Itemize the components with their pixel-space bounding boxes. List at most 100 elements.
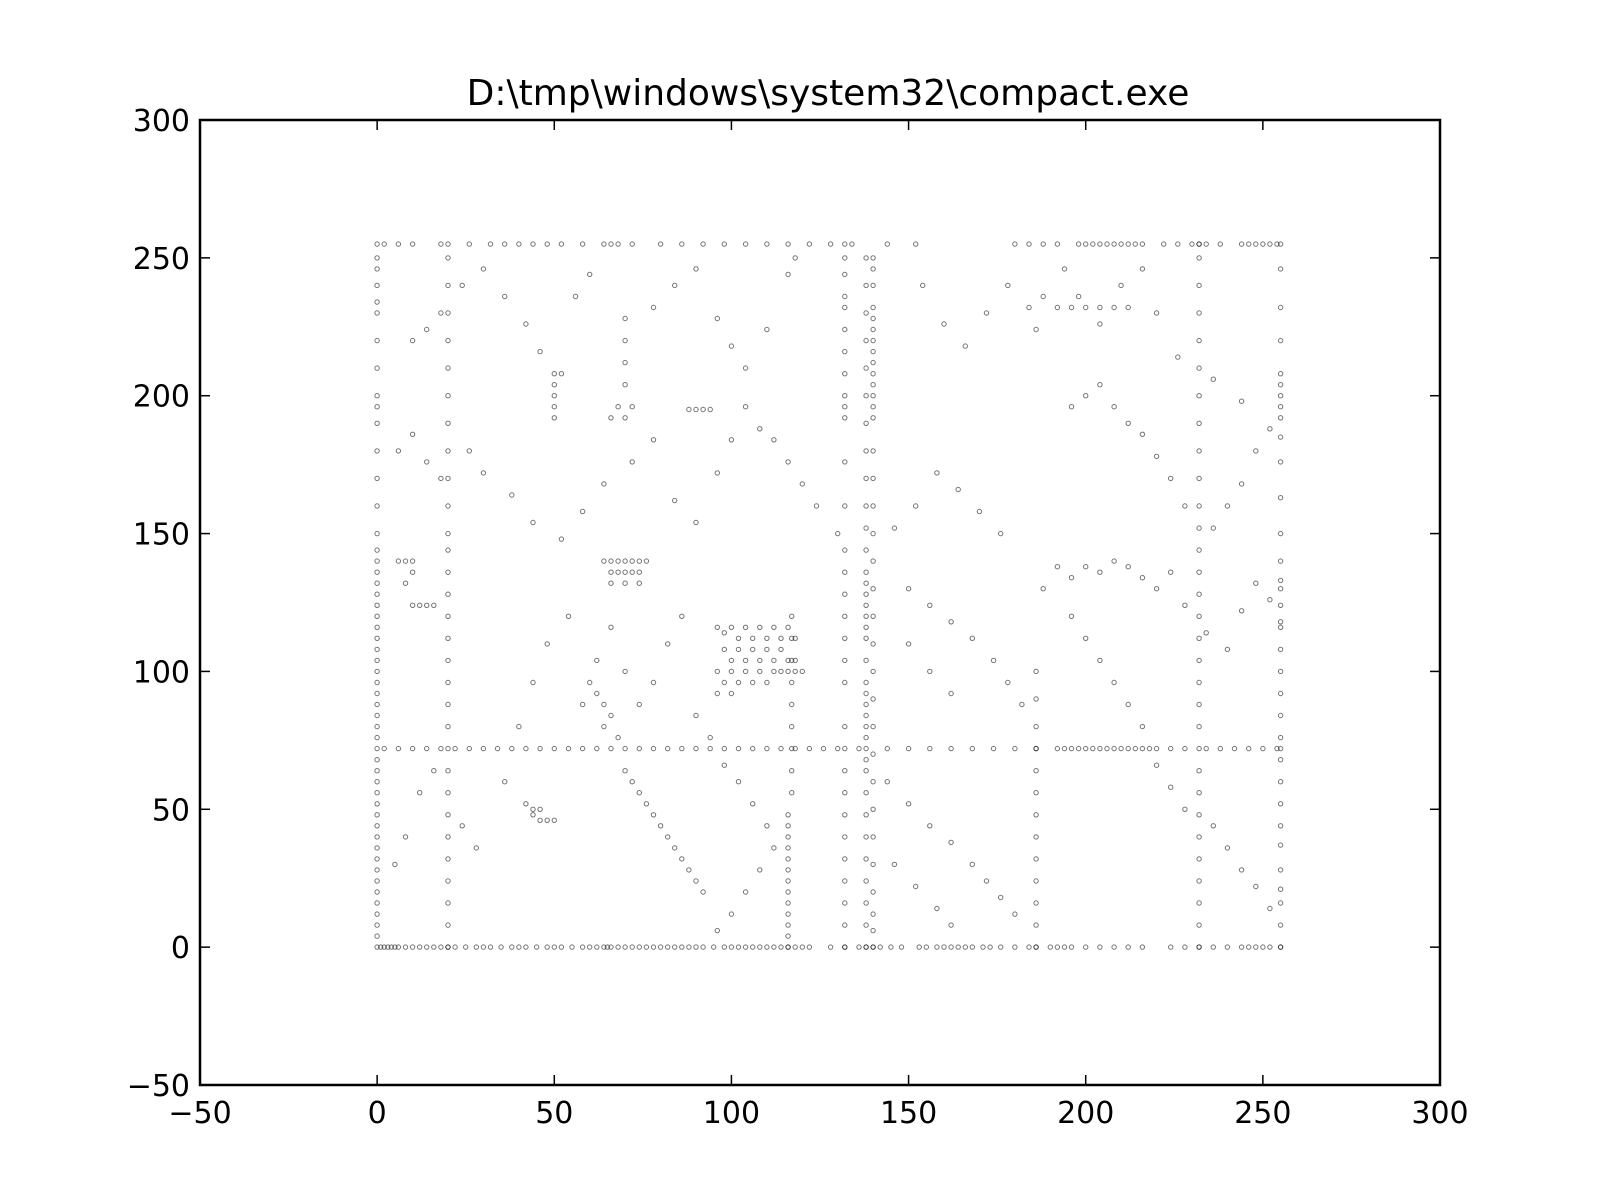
data-point bbox=[742, 668, 749, 675]
data-point bbox=[1277, 842, 1284, 848]
data-point bbox=[799, 944, 805, 950]
data-point bbox=[1068, 404, 1075, 410]
data-point bbox=[955, 486, 961, 493]
data-point bbox=[764, 823, 770, 829]
data-point bbox=[923, 944, 929, 950]
data-point bbox=[1125, 745, 1131, 752]
data-point bbox=[1097, 569, 1103, 575]
data-point bbox=[863, 834, 869, 840]
data-point bbox=[870, 304, 876, 311]
data-point bbox=[842, 878, 848, 884]
data-point bbox=[544, 944, 550, 950]
x-axis: −50 0 50 100 150 200 250 300 bbox=[168, 120, 1469, 1131]
data-point bbox=[764, 635, 770, 641]
data-point bbox=[445, 878, 451, 884]
data-point bbox=[551, 745, 557, 752]
data-point bbox=[494, 745, 501, 752]
data-point bbox=[785, 922, 791, 928]
data-point bbox=[927, 745, 933, 752]
data-point bbox=[1267, 241, 1273, 247]
x-tick-label: 250 bbox=[1234, 1096, 1291, 1131]
data-point bbox=[693, 406, 699, 413]
data-point bbox=[569, 944, 575, 950]
data-point bbox=[700, 241, 706, 247]
data-point bbox=[1196, 790, 1202, 796]
data-point bbox=[870, 530, 876, 537]
data-point bbox=[920, 282, 926, 289]
data-point bbox=[1097, 304, 1103, 311]
data-point bbox=[799, 481, 805, 487]
data-point bbox=[1111, 944, 1117, 950]
data-point bbox=[424, 602, 430, 608]
data-point bbox=[374, 255, 380, 261]
data-point bbox=[785, 271, 791, 278]
data-point bbox=[757, 657, 763, 664]
data-point bbox=[530, 519, 536, 526]
data-point bbox=[870, 337, 876, 344]
data-point bbox=[785, 867, 791, 873]
data-point bbox=[622, 359, 628, 366]
data-point bbox=[742, 365, 749, 371]
data-point bbox=[1253, 944, 1259, 950]
data-point bbox=[452, 745, 458, 752]
data-point bbox=[1196, 503, 1202, 509]
data-point bbox=[969, 745, 975, 752]
data-point bbox=[587, 944, 593, 950]
data-point bbox=[842, 547, 848, 553]
data-point bbox=[721, 745, 727, 752]
data-point bbox=[643, 558, 650, 564]
data-point bbox=[395, 448, 402, 454]
data-point bbox=[636, 944, 642, 950]
data-point bbox=[622, 569, 628, 575]
data-point bbox=[863, 365, 869, 371]
y-tick-label: 250 bbox=[133, 242, 190, 277]
data-point bbox=[665, 641, 671, 647]
data-point bbox=[771, 624, 777, 630]
data-point bbox=[466, 241, 472, 247]
data-point bbox=[374, 569, 380, 575]
data-point bbox=[402, 944, 409, 950]
data-point bbox=[913, 503, 919, 509]
data-point bbox=[1083, 304, 1089, 311]
data-point bbox=[1277, 558, 1284, 564]
data-point bbox=[700, 889, 706, 895]
data-point bbox=[870, 889, 876, 895]
data-point bbox=[608, 624, 614, 630]
data-point bbox=[1040, 293, 1046, 300]
data-point bbox=[445, 701, 451, 708]
data-point bbox=[622, 668, 628, 675]
data-point bbox=[863, 525, 869, 531]
data-point bbox=[1277, 823, 1284, 829]
data-point bbox=[1203, 630, 1209, 636]
data-point bbox=[1196, 679, 1202, 686]
data-point bbox=[792, 745, 798, 752]
data-point bbox=[445, 834, 451, 840]
data-point bbox=[445, 337, 451, 344]
data-point bbox=[905, 641, 912, 647]
data-point bbox=[1026, 944, 1032, 950]
data-point bbox=[1026, 241, 1032, 247]
data-point bbox=[374, 299, 380, 305]
data-point bbox=[1083, 393, 1089, 399]
data-point bbox=[374, 911, 380, 917]
data-point bbox=[983, 878, 990, 884]
data-point bbox=[721, 630, 727, 636]
data-point bbox=[622, 415, 628, 421]
data-point bbox=[409, 337, 416, 344]
data-point bbox=[594, 690, 600, 697]
data-point bbox=[374, 823, 380, 829]
data-point bbox=[1033, 326, 1039, 333]
data-point bbox=[565, 613, 572, 619]
data-point bbox=[374, 365, 380, 371]
data-point bbox=[1005, 282, 1011, 289]
data-point bbox=[445, 944, 451, 950]
data-point bbox=[1267, 426, 1273, 432]
data-point bbox=[856, 944, 862, 950]
data-point bbox=[650, 304, 657, 311]
data-point bbox=[381, 944, 387, 950]
data-point bbox=[842, 635, 848, 641]
data-point bbox=[374, 657, 380, 664]
data-point bbox=[417, 602, 423, 608]
data-point bbox=[1203, 745, 1209, 752]
data-point bbox=[714, 624, 720, 630]
